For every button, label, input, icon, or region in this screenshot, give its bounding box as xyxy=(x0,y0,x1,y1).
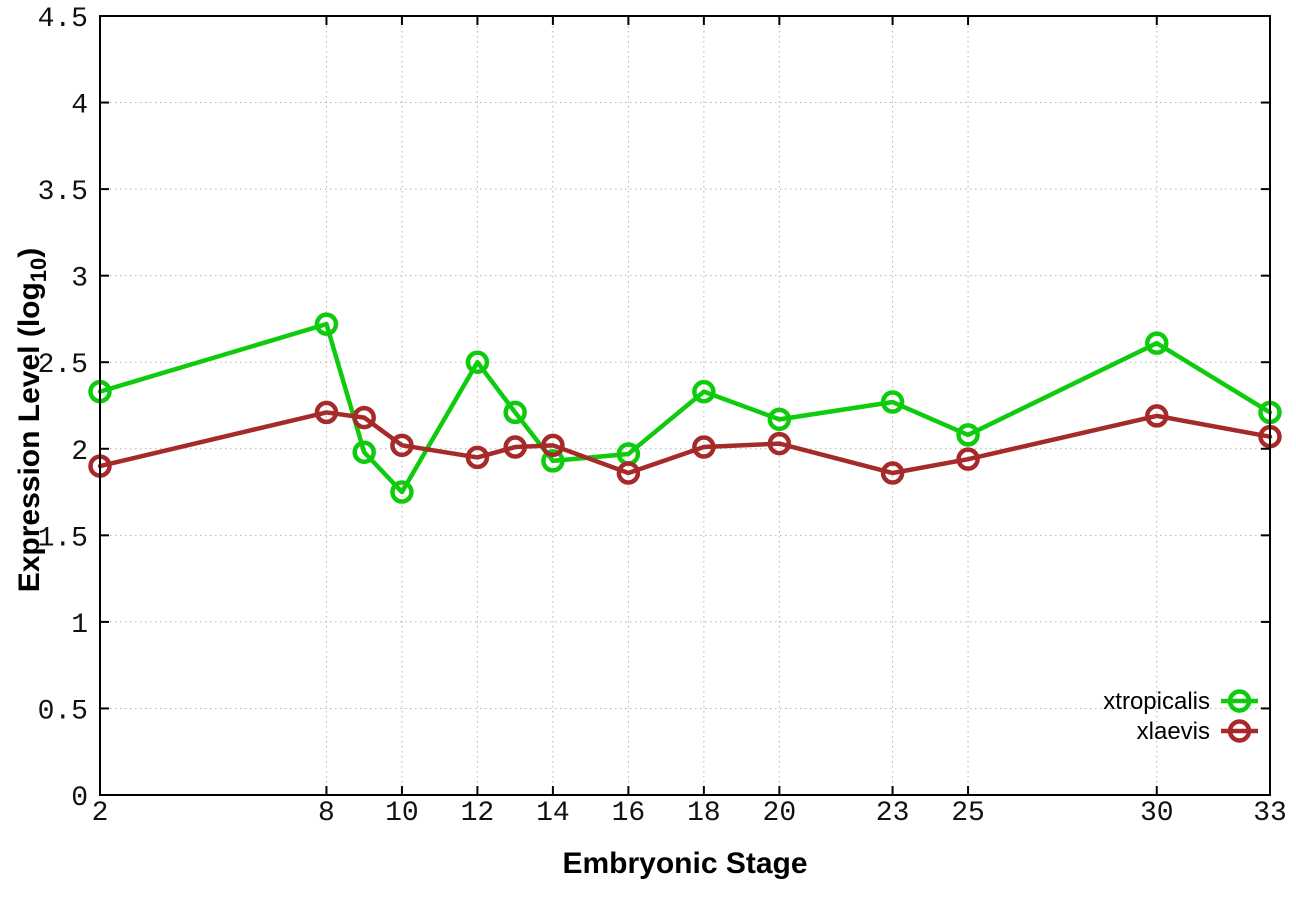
x-tick-label: 30 xyxy=(1140,798,1174,829)
data-point-xlaevis xyxy=(541,433,565,458)
data-point-xlaevis xyxy=(1145,404,1169,428)
y-tick-label: 3.5 xyxy=(38,177,88,208)
data-point-xtropicalis xyxy=(314,312,339,336)
legend: xtropicalis xlaevis xyxy=(1103,688,1258,745)
legend-entry-xlaevis: xlaevis xyxy=(1137,718,1258,745)
x-tick-label: 33 xyxy=(1253,798,1287,829)
data-point-xtropicalis xyxy=(767,407,792,432)
data-point-xlaevis xyxy=(503,435,527,459)
legend-marker xyxy=(1227,689,1252,713)
y-tick-label: 0 xyxy=(71,783,88,814)
data-point-xtropicalis xyxy=(1145,331,1169,355)
x-tick-label: 2 xyxy=(92,798,109,829)
tick-labels: 0 0.5 1 1.5 2 2.5 3 3.5 4 4.5 2 8 10 12 14 16 18 20 23 25 30… xyxy=(38,4,1287,829)
data-point-xtropicalis xyxy=(465,350,490,374)
data-point-xlaevis xyxy=(314,400,339,425)
data-point-xlaevis xyxy=(956,447,980,471)
x-tick-label: 16 xyxy=(612,798,646,829)
data-point-xtropicalis xyxy=(692,379,716,404)
data-point-xtropicalis xyxy=(503,400,527,425)
y-tick-label: 2 xyxy=(71,437,88,468)
x-tick-label: 10 xyxy=(385,798,419,829)
y-tick-label: 3 xyxy=(71,264,88,295)
data-series xyxy=(88,312,1282,504)
data-point-xlaevis xyxy=(616,461,641,485)
data-point-xtropicalis xyxy=(352,440,376,464)
y-axis-title-text: Expression Level (log xyxy=(13,282,46,593)
plot-border xyxy=(99,15,1271,796)
y-tick-label: 2.5 xyxy=(38,350,88,381)
y-axis-title: Expression Level (log10) xyxy=(13,247,51,593)
data-point-xtropicalis xyxy=(541,449,565,473)
y-axis-title-close: ) xyxy=(13,247,46,258)
legend-label: xtropicalis xyxy=(1103,688,1210,715)
x-tick-label: 18 xyxy=(687,798,721,829)
data-point-xlaevis xyxy=(880,461,905,485)
data-point-xlaevis xyxy=(465,445,490,470)
axes xyxy=(99,15,1271,796)
data-point-xlaevis xyxy=(352,405,376,430)
data-point-xlaevis xyxy=(692,435,716,459)
x-tick-label: 8 xyxy=(318,798,335,829)
x-tick-label: 23 xyxy=(876,798,910,829)
y-axis-title-subscript: 10 xyxy=(26,257,51,283)
x-axis-title: Embryonic Stage xyxy=(562,847,808,880)
x-tick-label: 14 xyxy=(536,798,570,829)
y-tick-label: 1.5 xyxy=(38,523,88,554)
legend-entry-xtropicalis: xtropicalis xyxy=(1103,688,1258,715)
legend-marker xyxy=(1227,719,1252,743)
x-tick-label: 12 xyxy=(461,798,495,829)
data-point-xtropicalis xyxy=(956,423,980,447)
y-tick-label: 4 xyxy=(71,91,88,122)
data-point-xlaevis xyxy=(390,433,414,458)
x-tick-label: 20 xyxy=(763,798,797,829)
legend-label: xlaevis xyxy=(1137,718,1210,745)
y-tick-label: 1 xyxy=(71,610,88,641)
series-line-xlaevis xyxy=(97,410,1273,476)
series-line-xtropicalis xyxy=(97,321,1273,495)
data-point-xtropicalis xyxy=(880,390,905,414)
y-tick-label: 0.5 xyxy=(38,696,88,727)
data-point-xtropicalis xyxy=(390,480,414,504)
x-tick-label: 25 xyxy=(951,798,985,829)
y-tick-label: 4.5 xyxy=(38,4,88,35)
data-point-xlaevis xyxy=(767,431,792,456)
